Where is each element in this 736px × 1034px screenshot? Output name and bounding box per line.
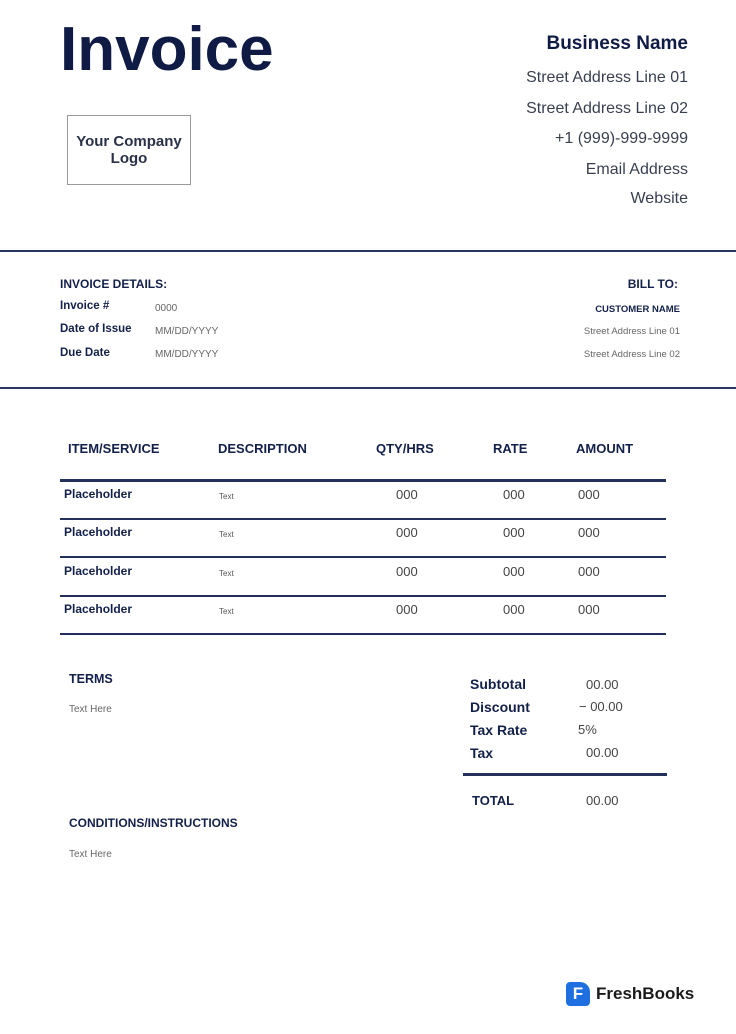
tax-rate-value: 5% <box>578 722 597 737</box>
total-label: TOTAL <box>472 793 515 808</box>
qty-cell: 000 <box>396 525 418 540</box>
amount-cell: 000 <box>578 602 600 617</box>
item-cell: Placeholder <box>64 602 133 616</box>
invoice-title: Invoice <box>60 15 274 84</box>
row-divider <box>60 556 666 558</box>
qty-cell: 000 <box>396 564 418 579</box>
column-header-description: DESCRIPTION <box>218 441 307 456</box>
rate-cell: 000 <box>503 525 525 540</box>
business-website: Website <box>630 190 688 207</box>
discount-label: Discount <box>470 699 530 715</box>
subtotal-value: 00.00 <box>586 677 619 692</box>
rate-cell: 000 <box>503 487 525 502</box>
conditions-text: Text Here <box>69 849 112 860</box>
column-header-amount: AMOUNT <box>576 441 634 456</box>
totals-rule <box>463 773 667 776</box>
freshbooks-logo-icon: F <box>566 982 590 1006</box>
tax-value: 00.00 <box>586 745 619 760</box>
column-header-qty: QTY/HRS <box>376 441 434 456</box>
tax-label: Tax <box>470 745 494 761</box>
invoice-number-label: Invoice # <box>60 300 110 312</box>
business-address-2: Street Address Line 02 <box>526 100 688 117</box>
discount-value: − 00.00 <box>579 699 623 714</box>
terms-text: Text Here <box>69 704 112 715</box>
customer-name: CUSTOMER NAME <box>595 304 680 315</box>
description-cell: Text <box>219 492 234 501</box>
rate-cell: 000 <box>503 564 525 579</box>
divider <box>0 250 736 252</box>
terms-heading: TERMS <box>69 672 113 686</box>
date-of-issue-label: Date of Issue <box>60 323 132 335</box>
table-header-rule <box>60 479 666 482</box>
amount-cell: 000 <box>578 487 600 502</box>
row-divider <box>60 518 666 520</box>
invoice-details-heading: INVOICE DETAILS: <box>60 277 168 291</box>
business-address-1: Street Address Line 01 <box>526 69 688 86</box>
item-cell: Placeholder <box>64 487 133 501</box>
total-value: 00.00 <box>586 793 619 808</box>
description-cell: Text <box>219 569 234 578</box>
invoice-number-value: 0000 <box>155 303 178 314</box>
row-divider <box>60 595 666 597</box>
divider <box>0 387 736 389</box>
due-date-value: MM/DD/YYYY <box>155 349 219 360</box>
conditions-heading: CONDITIONS/INSTRUCTIONS <box>69 816 238 830</box>
customer-address-2: Street Address Line 02 <box>583 349 680 360</box>
business-name: Business Name <box>546 33 688 54</box>
business-email: Email Address <box>585 161 688 178</box>
column-header-item: ITEM/SERVICE <box>68 441 160 456</box>
rate-cell: 000 <box>503 602 525 617</box>
row-divider <box>60 633 666 635</box>
qty-cell: 000 <box>396 487 418 502</box>
subtotal-label: Subtotal <box>470 676 526 692</box>
description-cell: Text <box>219 530 234 539</box>
business-phone: +1 (999)-999-9999 <box>555 130 688 147</box>
description-cell: Text <box>219 607 234 616</box>
item-cell: Placeholder <box>64 525 133 539</box>
date-of-issue-value: MM/DD/YYYY <box>155 326 219 337</box>
freshbooks-wordmark: FreshBooks <box>596 984 695 1003</box>
amount-cell: 000 <box>578 564 600 579</box>
bill-to-heading: BILL TO: <box>627 277 678 291</box>
amount-cell: 000 <box>578 525 600 540</box>
company-logo-placeholder: Your Company Logo <box>67 115 191 185</box>
freshbooks-brand: F FreshBooks <box>566 982 694 1006</box>
due-date-label: Due Date <box>60 347 110 359</box>
column-header-rate: RATE <box>493 441 528 456</box>
item-cell: Placeholder <box>64 564 133 578</box>
tax-rate-label: Tax Rate <box>470 722 528 738</box>
customer-address-1: Street Address Line 01 <box>583 326 680 337</box>
qty-cell: 000 <box>396 602 418 617</box>
